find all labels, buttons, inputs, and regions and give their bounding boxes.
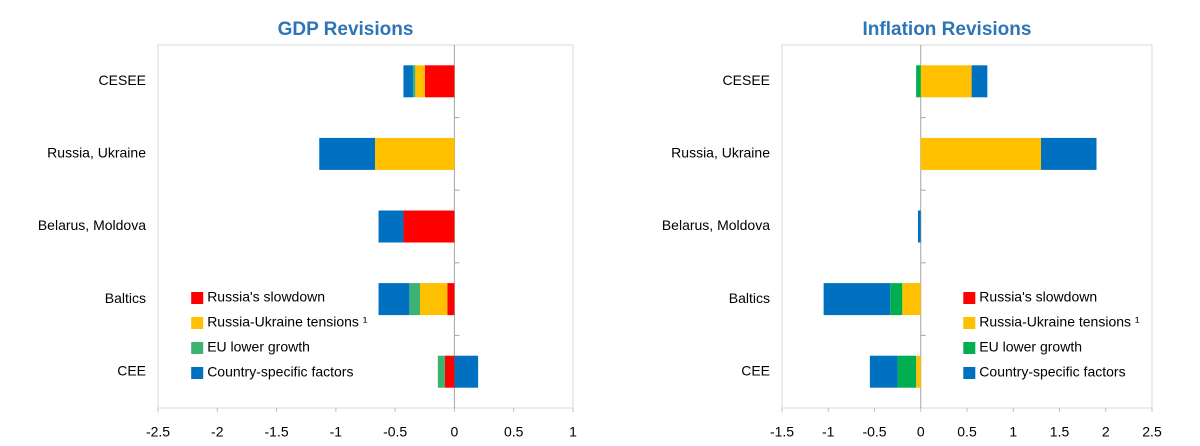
legend-swatch [191,342,204,354]
bar-segment [916,65,921,98]
legend-label: Country-specific factors [207,364,353,380]
bar-segment [424,65,455,98]
legend-label: Country-specific factors [979,364,1125,380]
x-tick-label: 0.5 [957,424,977,440]
x-tick-label: 0 [451,424,459,440]
bar-segment [447,283,455,316]
category-label: Baltics [729,290,770,306]
bar-segment [454,355,479,388]
category-label: CEE [117,362,146,378]
bar-segment [1041,137,1097,170]
category-label: CESEE [99,72,146,88]
legend-swatch [191,367,204,379]
legend-label: EU lower growth [979,339,1082,355]
bar-segment [869,355,898,388]
x-tick-label: -1.5 [265,424,289,440]
category-label: Belarus, Moldova [662,217,770,233]
legend-swatch [963,292,976,304]
bar-segment [403,210,455,243]
bar-segment [374,137,455,170]
legend-swatch [191,292,204,304]
bar-segment [971,65,988,98]
chart-title: Inflation Revisions [863,19,1032,40]
bar-segment [920,137,1041,170]
bar-segment [916,355,921,388]
x-tick-label: -1 [330,424,343,440]
bar-segment [412,65,416,98]
plot-area [157,44,574,409]
category-label: CEE [741,362,770,378]
bar-segment [437,355,445,388]
x-tick-label: -2 [211,424,224,440]
x-tick-label: 1 [569,424,577,440]
category-label: Russia, Ukraine [47,145,146,161]
bar-segment [897,355,917,388]
bar-segment [917,210,921,243]
x-tick-label: 2 [1102,424,1110,440]
bar-segment [823,283,891,316]
legend-label: Russia-Ukraine tensions ¹ [979,314,1140,330]
x-tick-label: 0 [917,424,925,440]
legend-swatch [963,367,976,379]
category-label: Russia, Ukraine [671,145,770,161]
bar-segment [420,283,448,316]
x-tick-label: -1 [822,424,835,440]
legend-swatch [963,342,976,354]
chart-title: GDP Revisions [278,19,414,40]
category-label: CESEE [723,72,770,88]
bar-segment [920,65,972,98]
x-tick-label: 1.5 [1050,424,1070,440]
bar-segment [409,283,421,316]
bar-segment [415,65,425,98]
legend-label: EU lower growth [207,339,310,355]
x-tick-label: -1.5 [770,424,794,440]
bar-segment [403,65,413,98]
x-tick-label: 1 [1009,424,1017,440]
bar-segment [378,283,410,316]
x-tick-label: 2.5 [1142,424,1162,440]
bar-segment [378,210,404,243]
x-tick-label: -0.5 [862,424,886,440]
legend-label: Russia's slowdown [979,289,1097,305]
legend-label: Russia-Ukraine tensions ¹ [207,314,368,330]
bar-segment [890,283,903,316]
bar-segment [444,355,455,388]
legend-label: Russia's slowdown [207,289,325,305]
x-tick-label: -0.5 [383,424,407,440]
legend-swatch [963,317,976,329]
legend-swatch [191,317,204,329]
bar-segment [319,137,375,170]
x-tick-label: 0.5 [504,424,524,440]
category-label: Baltics [105,290,146,306]
category-label: Belarus, Moldova [38,217,146,233]
bar-segment [902,283,921,316]
x-tick-label: -2.5 [146,424,170,440]
